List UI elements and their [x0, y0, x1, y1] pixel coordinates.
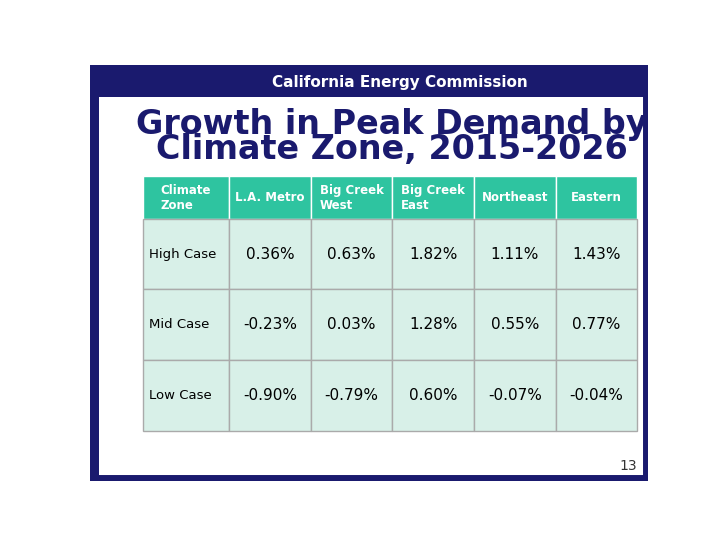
FancyBboxPatch shape: [392, 289, 474, 360]
FancyBboxPatch shape: [143, 219, 229, 289]
Text: -0.07%: -0.07%: [488, 388, 541, 403]
FancyBboxPatch shape: [556, 177, 637, 219]
FancyBboxPatch shape: [474, 289, 556, 360]
Text: 0.63%: 0.63%: [328, 247, 376, 261]
FancyBboxPatch shape: [392, 177, 474, 219]
FancyBboxPatch shape: [474, 177, 556, 219]
Text: 0.36%: 0.36%: [246, 247, 294, 261]
FancyBboxPatch shape: [392, 360, 474, 430]
FancyBboxPatch shape: [556, 360, 637, 430]
FancyBboxPatch shape: [311, 177, 392, 219]
Text: Big Creek
East: Big Creek East: [401, 184, 465, 212]
Text: Growth in Peak Demand by: Growth in Peak Demand by: [137, 109, 648, 141]
Text: 0.60%: 0.60%: [409, 388, 457, 403]
Text: -0.04%: -0.04%: [570, 388, 624, 403]
FancyBboxPatch shape: [474, 360, 556, 430]
Text: -0.23%: -0.23%: [243, 317, 297, 332]
FancyBboxPatch shape: [143, 360, 229, 430]
FancyBboxPatch shape: [143, 177, 229, 219]
Text: Northeast: Northeast: [482, 191, 548, 204]
Text: 0.55%: 0.55%: [490, 317, 539, 332]
FancyBboxPatch shape: [474, 219, 556, 289]
Text: -0.79%: -0.79%: [325, 388, 379, 403]
FancyBboxPatch shape: [392, 219, 474, 289]
FancyBboxPatch shape: [311, 219, 392, 289]
Text: High Case: High Case: [149, 248, 216, 261]
FancyBboxPatch shape: [92, 67, 646, 478]
FancyBboxPatch shape: [92, 97, 99, 478]
Text: Low Case: Low Case: [149, 389, 212, 402]
FancyBboxPatch shape: [556, 219, 637, 289]
Text: L.A. Metro: L.A. Metro: [235, 191, 305, 204]
FancyBboxPatch shape: [311, 289, 392, 360]
Text: 1.11%: 1.11%: [490, 247, 539, 261]
FancyBboxPatch shape: [229, 289, 311, 360]
Text: Mid Case: Mid Case: [149, 318, 210, 331]
Text: 0.77%: 0.77%: [572, 317, 621, 332]
FancyBboxPatch shape: [92, 67, 646, 97]
Text: Big Creek
West: Big Creek West: [320, 184, 384, 212]
Text: Climate Zone, 2015-2026: Climate Zone, 2015-2026: [156, 133, 628, 166]
Text: -0.90%: -0.90%: [243, 388, 297, 403]
FancyBboxPatch shape: [311, 360, 392, 430]
FancyBboxPatch shape: [229, 177, 311, 219]
Text: 1.28%: 1.28%: [409, 317, 457, 332]
FancyBboxPatch shape: [229, 360, 311, 430]
Text: 0.03%: 0.03%: [328, 317, 376, 332]
Text: Eastern: Eastern: [571, 191, 622, 204]
FancyBboxPatch shape: [229, 219, 311, 289]
FancyBboxPatch shape: [556, 289, 637, 360]
Text: 13: 13: [619, 459, 637, 473]
Text: 1.43%: 1.43%: [572, 247, 621, 261]
Text: Climate
Zone: Climate Zone: [161, 184, 211, 212]
FancyBboxPatch shape: [143, 289, 229, 360]
Text: California Energy Commission: California Energy Commission: [272, 75, 528, 90]
Text: 1.82%: 1.82%: [409, 247, 457, 261]
